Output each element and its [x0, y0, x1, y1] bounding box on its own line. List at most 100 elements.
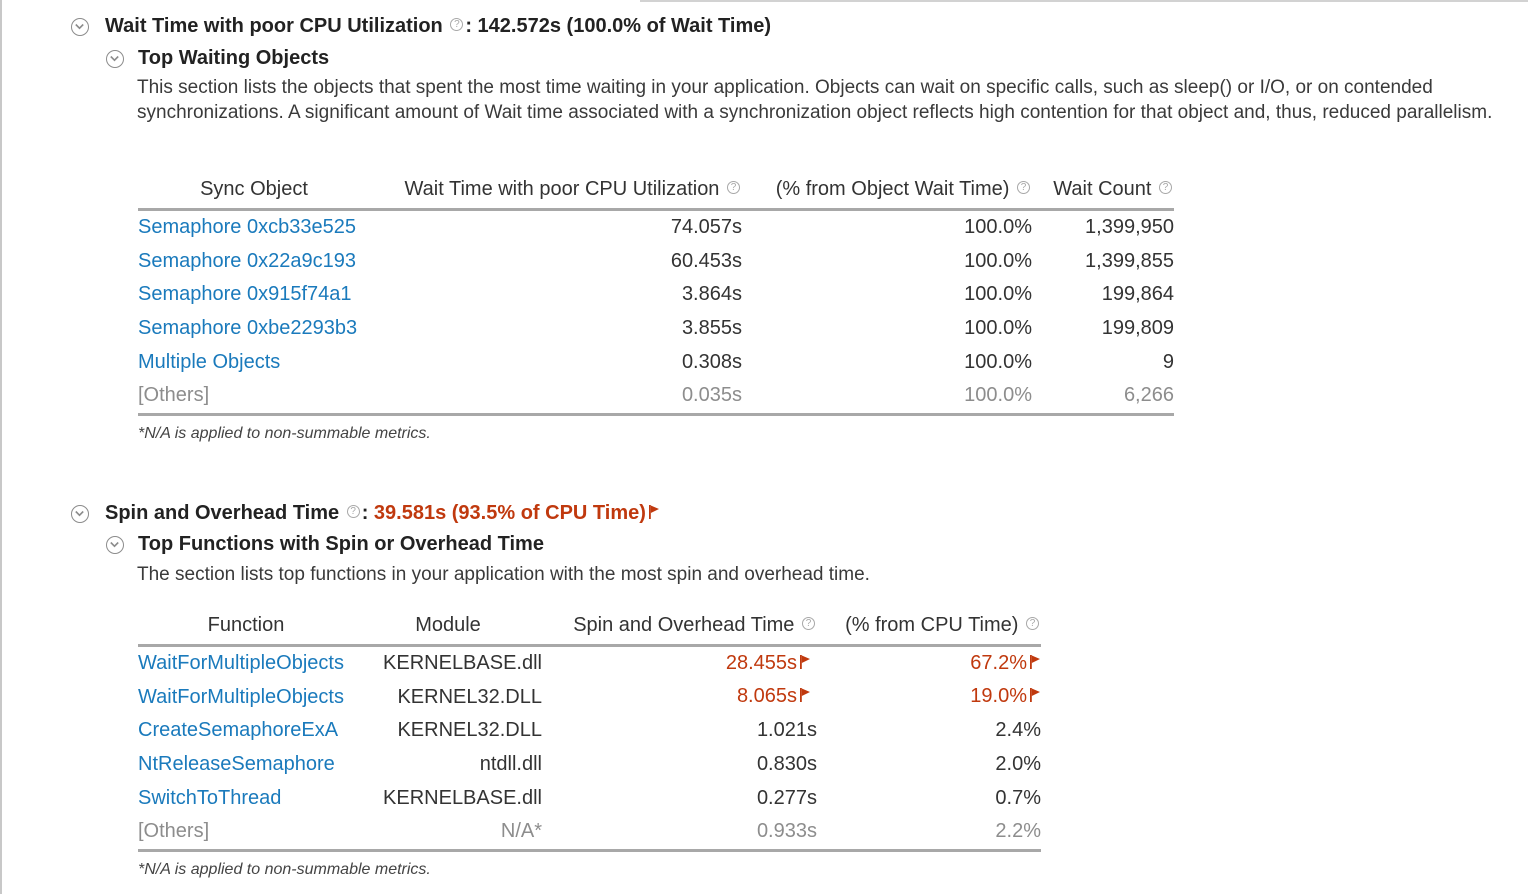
table-row: Multiple Objects 0.308s 100.0% 9: [138, 345, 1174, 379]
collapse-spin-section-chevron-icon[interactable]: [71, 505, 89, 523]
warning-flag-icon: [799, 653, 811, 676]
module-value: N/A*: [354, 814, 542, 852]
top-functions-heading: Top Functions with Spin or Overhead Time: [138, 533, 544, 555]
sync-object-link[interactable]: Multiple Objects: [138, 350, 281, 373]
table-header-row: Sync Object Wait Time with poor CPU Util…: [138, 170, 1174, 211]
spin-section-heading: Spin and Overhead Time ?: 39.581s (93.5%…: [105, 502, 660, 526]
wait-section-description: This section lists the objects that spen…: [137, 77, 1493, 123]
help-icon[interactable]: ?: [1026, 616, 1039, 630]
others-label: [Others]: [138, 378, 370, 416]
sync-object-link[interactable]: Semaphore 0xcb33e525: [138, 216, 356, 239]
help-icon[interactable]: ?: [1017, 180, 1030, 194]
warning-flag-icon: [648, 503, 660, 526]
help-icon[interactable]: ?: [727, 180, 740, 194]
table-row: NtReleaseSemaphore ntdll.dll 0.830s 2.0%: [138, 748, 1041, 782]
spin-time-value: 1.021s: [756, 719, 817, 742]
others-label: [Others]: [138, 814, 354, 852]
cpu-pct-value: 2.0%: [995, 753, 1041, 776]
col-header-object-wait-pct[interactable]: (% from Object Wait Time) ?: [742, 170, 1032, 211]
wait-count-value: 1,399,950: [1085, 216, 1174, 239]
wait-section-value: : 142.572s (100.0% of Wait Time): [465, 15, 772, 37]
table-row: Semaphore 0x915f74a1 3.864s 100.0% 199,8…: [138, 278, 1174, 312]
module-value: KERNEL32.DLL: [397, 685, 542, 708]
wait-count-value: 1,399,855: [1085, 249, 1174, 272]
module-value: KERNELBASE.dll: [383, 652, 542, 675]
spin-section-value: 39.581s (93.5% of CPU Time): [373, 502, 646, 524]
collapse-top-waiting-objects-chevron-icon[interactable]: [106, 50, 124, 68]
left-border: [0, 0, 2, 894]
spin-section-colon: :: [361, 502, 374, 524]
function-link[interactable]: SwitchToThread: [138, 786, 282, 809]
spin-section-help-icon[interactable]: ?: [346, 505, 360, 518]
table-row-others: [Others] 0.035s 100.0% 6,266: [138, 378, 1174, 416]
wait-time-value: 0.308s: [681, 350, 742, 373]
wait-count-value: 199,809: [1101, 317, 1174, 340]
spin-time-value: 0.933s: [542, 814, 817, 852]
top-divider: [640, 0, 1528, 2]
spin-time-value: 0.277s: [756, 786, 817, 809]
module-value: KERNELBASE.dll: [383, 786, 542, 809]
wait-time-value: 3.864s: [681, 283, 742, 306]
spin-functions-table: Function Module Spin and Overhead Time ?…: [138, 606, 1041, 852]
col-header-spin-time[interactable]: Spin and Overhead Time ?: [542, 606, 817, 647]
help-icon[interactable]: ?: [802, 616, 815, 630]
function-link[interactable]: CreateSemaphoreExA: [138, 719, 339, 742]
wait-pct-value: 100.0%: [964, 350, 1032, 373]
table-row: CreateSemaphoreExA KERNEL32.DLL 1.021s 2…: [138, 714, 1041, 748]
wait-count-value: 6,266: [1032, 378, 1174, 416]
spin-section-title: Spin and Overhead Time: [105, 502, 340, 524]
wait-section-heading: Wait Time with poor CPU Utilization ?: 1…: [105, 15, 771, 38]
top-waiting-objects-heading: Top Waiting Objects: [138, 47, 330, 69]
col-header-module[interactable]: Module: [354, 606, 542, 647]
cpu-pct-value: 19.0%: [817, 681, 1041, 715]
wait-table-footnote: *N/A is applied to non-summable metrics.: [138, 425, 431, 442]
wait-pct-value: 100.0%: [964, 283, 1032, 306]
wait-section-title: Wait Time with poor CPU Utilization: [105, 15, 443, 37]
warning-flag-icon: [1029, 686, 1041, 709]
spin-time-value: 0.830s: [756, 753, 817, 776]
wait-count-value: 9: [1162, 350, 1174, 373]
spin-time-value: 8.065s: [542, 681, 817, 715]
table-header-row: Function Module Spin and Overhead Time ?…: [138, 606, 1041, 647]
cpu-pct-value: 2.2%: [817, 814, 1041, 852]
function-link[interactable]: NtReleaseSemaphore: [138, 753, 335, 776]
wait-time-value: 60.453s: [670, 249, 742, 272]
spin-section-description: The section lists top functions in your …: [137, 564, 870, 585]
function-link[interactable]: WaitForMultipleObjects: [138, 685, 344, 708]
wait-time-value: 74.057s: [670, 216, 742, 239]
module-value: ntdll.dll: [479, 753, 542, 776]
cpu-pct-value: 67.2%: [817, 646, 1041, 681]
wait-pct-value: 100.0%: [964, 216, 1032, 239]
warning-flag-icon: [1029, 653, 1041, 676]
table-row: WaitForMultipleObjects KERNELBASE.dll 28…: [138, 646, 1041, 681]
table-row: SwitchToThread KERNELBASE.dll 0.277s 0.7…: [138, 781, 1041, 815]
wait-time-value: 0.035s: [370, 378, 742, 416]
wait-count-value: 199,864: [1101, 283, 1174, 306]
help-icon[interactable]: ?: [1159, 180, 1172, 194]
wait-pct-value: 100.0%: [742, 378, 1032, 416]
sync-object-table: Sync Object Wait Time with poor CPU Util…: [138, 170, 1174, 416]
sync-object-link[interactable]: Semaphore 0xbe2293b3: [138, 317, 358, 340]
sync-object-link[interactable]: Semaphore 0x22a9c193: [138, 249, 356, 272]
col-header-wait-time[interactable]: Wait Time with poor CPU Utilization ?: [370, 170, 742, 211]
col-header-sync-object[interactable]: Sync Object: [138, 170, 370, 211]
function-link[interactable]: WaitForMultipleObjects: [138, 652, 344, 675]
cpu-pct-value: 0.7%: [995, 786, 1041, 809]
table-row: Semaphore 0xcb33e525 74.057s 100.0% 1,39…: [138, 210, 1174, 245]
module-value: KERNEL32.DLL: [397, 719, 542, 742]
col-header-wait-count[interactable]: Wait Count ?: [1032, 170, 1174, 211]
wait-section-help-icon[interactable]: ?: [450, 18, 464, 31]
col-header-cpu-pct[interactable]: (% from CPU Time) ?: [817, 606, 1041, 647]
warning-flag-icon: [799, 686, 811, 709]
col-header-function[interactable]: Function: [138, 606, 354, 647]
wait-pct-value: 100.0%: [964, 249, 1032, 272]
wait-time-value: 3.855s: [681, 317, 742, 340]
table-row-others: [Others] N/A* 0.933s 2.2%: [138, 814, 1041, 852]
table-row: Semaphore 0xbe2293b3 3.855s 100.0% 199,8…: [138, 312, 1174, 346]
cpu-pct-value: 2.4%: [995, 719, 1041, 742]
spin-time-value: 28.455s: [542, 646, 817, 681]
collapse-wait-section-chevron-icon[interactable]: [71, 18, 89, 36]
table-row: Semaphore 0x22a9c193 60.453s 100.0% 1,39…: [138, 245, 1174, 279]
sync-object-link[interactable]: Semaphore 0x915f74a1: [138, 283, 352, 306]
collapse-top-functions-chevron-icon[interactable]: [106, 536, 124, 554]
